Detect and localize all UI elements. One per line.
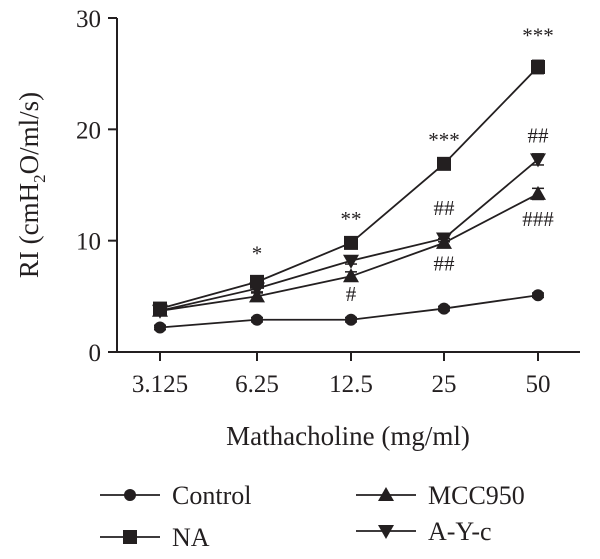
significance-marker: * xyxy=(252,242,263,266)
data-point xyxy=(249,282,265,297)
x-tick-label: 25 xyxy=(432,371,457,398)
data-point xyxy=(532,289,544,302)
data-point xyxy=(530,153,546,168)
x-ticks: 3.125 6.25 12.5 25 50 xyxy=(132,352,551,398)
significance-marker: ** xyxy=(341,207,362,231)
data-point xyxy=(343,268,359,283)
x-axis-label: Mathacholine (mg/ml) xyxy=(226,421,470,451)
y-tick-label: 20 xyxy=(76,117,101,144)
legend-item: Control xyxy=(100,481,251,510)
data-point xyxy=(343,254,359,269)
legend-item: A-Y-c xyxy=(356,517,492,546)
series-layer xyxy=(152,59,546,334)
y-ticks: 0 10 20 30 xyxy=(76,6,117,367)
significance-marker: ## xyxy=(434,252,456,276)
data-point xyxy=(530,185,546,200)
significance-annotations: ***#***####***##### xyxy=(252,23,555,305)
y-tick-label: 0 xyxy=(89,340,102,367)
legend: Control NA MCC950 A-Y-c xyxy=(100,481,525,552)
legend-label: MCC950 xyxy=(428,481,525,510)
x-tick-label: 6.25 xyxy=(235,371,279,398)
legend-marker xyxy=(124,489,136,501)
y-tick-label: 30 xyxy=(76,6,101,33)
legend-label: Control xyxy=(172,481,251,510)
significance-marker: # xyxy=(346,282,357,306)
significance-marker: *** xyxy=(428,128,460,152)
data-point xyxy=(436,232,452,247)
data-point xyxy=(531,59,545,74)
y-axis-label: RI (cmH2O/ml/s) xyxy=(14,92,49,278)
legend-item: NA xyxy=(100,523,210,552)
x-tick-label: 3.125 xyxy=(132,371,188,398)
legend-marker xyxy=(378,525,394,539)
legend-label: A-Y-c xyxy=(428,517,492,546)
x-tick-label: 50 xyxy=(526,371,551,398)
y-axis-label-subscript: 2 xyxy=(30,174,49,183)
axes xyxy=(116,18,580,353)
legend-marker xyxy=(378,487,394,501)
legend-marker xyxy=(123,530,137,544)
significance-marker: ### xyxy=(522,207,554,231)
data-point xyxy=(437,156,451,171)
significance-marker: ## xyxy=(434,196,456,220)
data-point xyxy=(251,313,263,326)
data-point xyxy=(345,313,357,326)
data-point xyxy=(154,321,166,334)
data-point xyxy=(438,302,450,315)
significance-marker: *** xyxy=(522,23,554,47)
significance-marker: ## xyxy=(528,124,550,148)
y-tick-label: 10 xyxy=(76,229,101,256)
y-axis-label-tail: O/ml/s) xyxy=(14,92,44,175)
legend-label: NA xyxy=(172,523,210,552)
x-tick-label: 12.5 xyxy=(329,371,373,398)
series-control xyxy=(154,289,544,334)
data-point xyxy=(152,304,168,319)
data-point xyxy=(344,235,358,250)
series-a-y-c xyxy=(152,153,546,319)
legend-item: MCC950 xyxy=(356,481,525,510)
y-axis-label-main: RI (cmH xyxy=(14,183,44,278)
